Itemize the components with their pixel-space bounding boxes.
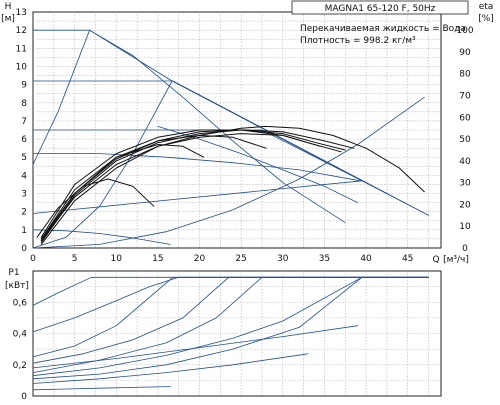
flow-x-tick-label: 40 xyxy=(360,254,372,264)
flow-x-tick-label: 10 xyxy=(111,254,123,264)
head-y-tick-label: 9 xyxy=(21,81,27,91)
head-curve xyxy=(32,80,429,216)
head-y-tick-label: 4 xyxy=(21,171,27,181)
head-y-tick-label: 7 xyxy=(21,117,27,127)
power-curve xyxy=(32,353,309,384)
head-curve xyxy=(32,29,90,165)
power-curve xyxy=(32,276,363,377)
flow-x-tick-label: 30 xyxy=(277,254,289,264)
flow-axis-unit: [м³/ч] xyxy=(443,255,469,265)
power-y-tick-label: 0,2 xyxy=(13,361,27,371)
eta-y-tick-label: 40 xyxy=(459,157,471,167)
power-y-tick-label: 0 xyxy=(21,392,27,400)
efficiency-curve xyxy=(40,144,205,240)
power-axis-unit: [кВт] xyxy=(5,281,29,291)
flow-x-tick-label: 45 xyxy=(402,254,413,264)
head-y-tick-label: 1 xyxy=(21,226,27,236)
head-axis-label: H xyxy=(5,2,12,12)
power-y-tick-label: 0,6 xyxy=(13,298,28,308)
eta-y-tick-label: 80 xyxy=(459,70,471,80)
eta-y-tick-label: 100 xyxy=(456,26,473,36)
flow-x-tick-label: 25 xyxy=(235,254,246,264)
head-y-tick-label: 12 xyxy=(16,26,27,36)
eta-y-tick-label: 10 xyxy=(459,222,471,232)
head-y-tick-label: 0 xyxy=(21,244,27,254)
power-axis-label: P1 xyxy=(8,268,19,278)
flow-x-tick-label: 35 xyxy=(319,254,330,264)
head-y-tick-label: 13 xyxy=(16,8,27,18)
efficiency-curve xyxy=(40,129,355,244)
head-axis-unit: [м] xyxy=(1,14,15,24)
head-curve xyxy=(32,129,363,182)
eta-y-tick-label: 70 xyxy=(459,92,471,102)
efficiency-curve xyxy=(40,129,346,238)
head-y-tick-label: 2 xyxy=(21,208,27,218)
flow-x-tick-label: 20 xyxy=(194,254,206,264)
head-y-tick-label: 10 xyxy=(16,62,28,72)
chart-title: MAGNA1 65-120 F, 50Hz xyxy=(325,4,436,14)
head-y-tick-label: 11 xyxy=(16,44,27,54)
fluid-info-line: Плотность = 998.2 кг/м³ xyxy=(300,36,416,46)
eta-axis-label: eta xyxy=(479,2,494,12)
head-y-tick-label: 5 xyxy=(21,153,27,163)
head-y-tick-label: 6 xyxy=(21,135,27,145)
head-curve xyxy=(32,80,173,249)
eta-axis-unit: [%] xyxy=(478,14,494,24)
head-curve xyxy=(32,153,361,182)
power-y-tick-label: 0,4 xyxy=(13,330,28,340)
fluid-info-line: Перекачиваемая жидкость = Вода xyxy=(300,24,466,34)
efficiency-curve xyxy=(40,133,321,242)
power-curve xyxy=(32,276,429,373)
head-curve xyxy=(89,29,346,223)
chart-title-box xyxy=(291,0,469,15)
eta-y-tick-label: 50 xyxy=(459,135,471,145)
efficiency-curve xyxy=(36,178,155,238)
flow-x-tick-label: 5 xyxy=(72,254,78,264)
efficiency-curve xyxy=(40,125,425,245)
flow-x-tick-label: 15 xyxy=(152,254,163,264)
head-curve xyxy=(32,229,171,245)
head-curve xyxy=(32,180,363,214)
power-curve xyxy=(32,386,171,391)
eta-y-tick-label: 30 xyxy=(459,179,471,189)
eta-y-tick-label: 20 xyxy=(459,200,471,210)
eta-y-tick-label: 60 xyxy=(459,113,471,123)
head-y-tick-label: 3 xyxy=(21,190,27,200)
eta-y-tick-label: 90 xyxy=(459,48,471,58)
flow-x-tick-label: 0 xyxy=(30,254,36,264)
power-curve xyxy=(32,325,359,369)
flow-axis-label: Q xyxy=(432,255,439,265)
eta-y-tick-label: 0 xyxy=(462,244,468,254)
head-y-tick-label: 8 xyxy=(21,99,27,109)
